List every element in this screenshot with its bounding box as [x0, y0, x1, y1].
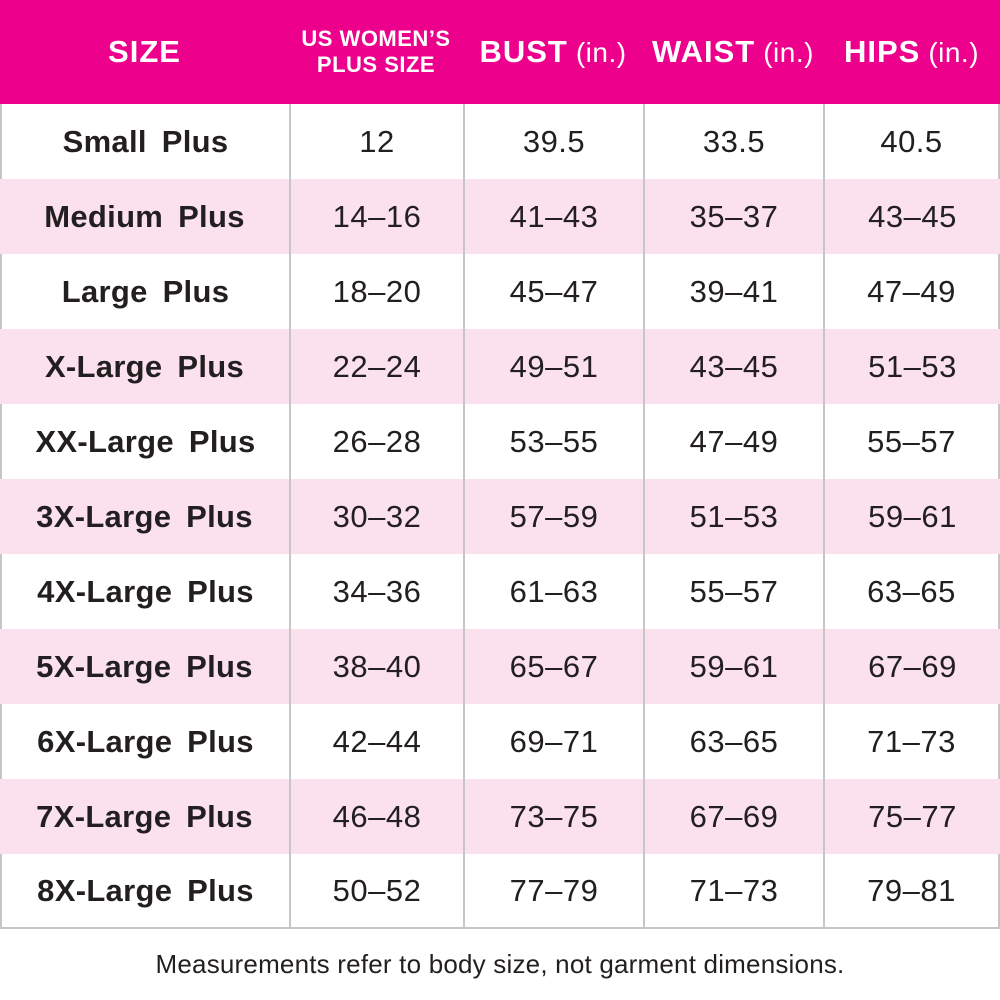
bust-cell: 69–71	[463, 704, 643, 779]
column-header-size: SIZE	[0, 0, 289, 104]
hips-cell: 79–81	[823, 854, 1000, 929]
plus-size-cell: 22–24	[289, 329, 463, 404]
waist-cell: 71–73	[643, 854, 823, 929]
waist-cell: 47–49	[643, 404, 823, 479]
footnote: Measurements refer to body size, not gar…	[0, 929, 1000, 1000]
hips-cell: 40.5	[823, 104, 1000, 179]
size-cell: Medium Plus	[0, 179, 289, 254]
waist-cell: 35–37	[643, 179, 823, 254]
hips-header-label: HIPS	[843, 34, 921, 69]
waist-cell: 55–57	[643, 554, 823, 629]
table-row: 3X-Large Plus 30–32 57–59 51–53 59–61	[0, 479, 1000, 554]
table-row: 8X-Large Plus 50–52 77–79 71–73 79–81	[0, 854, 1000, 929]
waist-header-label: WAIST	[652, 34, 756, 69]
column-header-bust: BUST (in.)	[463, 0, 643, 104]
plus-size-header-line2: PLUS SIZE	[316, 52, 436, 77]
bust-cell: 73–75	[463, 779, 643, 854]
size-cell: Large Plus	[0, 254, 289, 329]
bust-cell: 57–59	[463, 479, 643, 554]
hips-cell: 75–77	[823, 779, 1000, 854]
bust-cell: 45–47	[463, 254, 643, 329]
bust-cell: 53–55	[463, 404, 643, 479]
bust-cell: 77–79	[463, 854, 643, 929]
size-chart-table: SIZE US WOMEN’S PLUS SIZE BUST (in.) WAIS…	[0, 0, 1000, 929]
table-row: XX-Large Plus 26–28 53–55 47–49 55–57	[0, 404, 1000, 479]
table-row: Small Plus 12 39.5 33.5 40.5	[0, 104, 1000, 179]
hips-header-unit: (in.)	[928, 37, 980, 68]
plus-size-cell: 14–16	[289, 179, 463, 254]
waist-cell: 33.5	[643, 104, 823, 179]
bust-cell: 61–63	[463, 554, 643, 629]
bust-cell: 41–43	[463, 179, 643, 254]
plus-size-cell: 42–44	[289, 704, 463, 779]
hips-cell: 67–69	[823, 629, 1000, 704]
plus-size-cell: 46–48	[289, 779, 463, 854]
plus-size-cell: 30–32	[289, 479, 463, 554]
waist-cell: 51–53	[643, 479, 823, 554]
size-cell: 6X-Large Plus	[0, 704, 289, 779]
plus-size-header-line1: US WOMEN’S	[301, 25, 451, 51]
bust-cell: 65–67	[463, 629, 643, 704]
size-cell: XX-Large Plus	[0, 404, 289, 479]
table-header: SIZE US WOMEN’S PLUS SIZE BUST (in.) WAIS…	[0, 0, 1000, 104]
size-cell: 8X-Large Plus	[0, 854, 289, 929]
plus-size-cell: 50–52	[289, 854, 463, 929]
table-row: 7X-Large Plus 46–48 73–75 67–69 75–77	[0, 779, 1000, 854]
table-row: 6X-Large Plus 42–44 69–71 63–65 71–73	[0, 704, 1000, 779]
column-header-us-womens-plus-size: US WOMEN’S PLUS SIZE	[289, 0, 463, 104]
column-header-waist: WAIST (in.)	[643, 0, 823, 104]
plus-size-cell: 12	[289, 104, 463, 179]
plus-size-cell: 18–20	[289, 254, 463, 329]
size-cell: 7X-Large Plus	[0, 779, 289, 854]
waist-cell: 39–41	[643, 254, 823, 329]
waist-cell: 67–69	[643, 779, 823, 854]
size-cell: Small Plus	[0, 104, 289, 179]
table-header-row: SIZE US WOMEN’S PLUS SIZE BUST (in.) WAIS…	[0, 0, 1000, 104]
plus-size-cell: 38–40	[289, 629, 463, 704]
size-cell: X-Large Plus	[0, 329, 289, 404]
hips-cell: 59–61	[823, 479, 1000, 554]
bust-header-label: BUST	[479, 34, 568, 69]
hips-cell: 47–49	[823, 254, 1000, 329]
plus-size-cell: 26–28	[289, 404, 463, 479]
size-cell: 5X-Large Plus	[0, 629, 289, 704]
table-row: Large Plus 18–20 45–47 39–41 47–49	[0, 254, 1000, 329]
column-header-hips: HIPS (in.)	[823, 0, 1000, 104]
hips-cell: 55–57	[823, 404, 1000, 479]
bust-cell: 49–51	[463, 329, 643, 404]
size-cell: 4X-Large Plus	[0, 554, 289, 629]
bust-cell: 39.5	[463, 104, 643, 179]
table-row: 5X-Large Plus 38–40 65–67 59–61 67–69	[0, 629, 1000, 704]
hips-cell: 43–45	[823, 179, 1000, 254]
waist-cell: 59–61	[643, 629, 823, 704]
table-row: X-Large Plus 22–24 49–51 43–45 51–53	[0, 329, 1000, 404]
table-row: Medium Plus 14–16 41–43 35–37 43–45	[0, 179, 1000, 254]
hips-cell: 51–53	[823, 329, 1000, 404]
hips-cell: 63–65	[823, 554, 1000, 629]
waist-header-unit: (in.)	[763, 37, 814, 68]
table-row: 4X-Large Plus 34–36 61–63 55–57 63–65	[0, 554, 1000, 629]
bust-header-unit: (in.)	[575, 37, 627, 68]
hips-cell: 71–73	[823, 704, 1000, 779]
size-cell: 3X-Large Plus	[0, 479, 289, 554]
plus-size-cell: 34–36	[289, 554, 463, 629]
waist-cell: 43–45	[643, 329, 823, 404]
waist-cell: 63–65	[643, 704, 823, 779]
table-body: Small Plus 12 39.5 33.5 40.5 Medium Plus…	[0, 104, 1000, 929]
size-header-label: SIZE	[108, 34, 181, 69]
